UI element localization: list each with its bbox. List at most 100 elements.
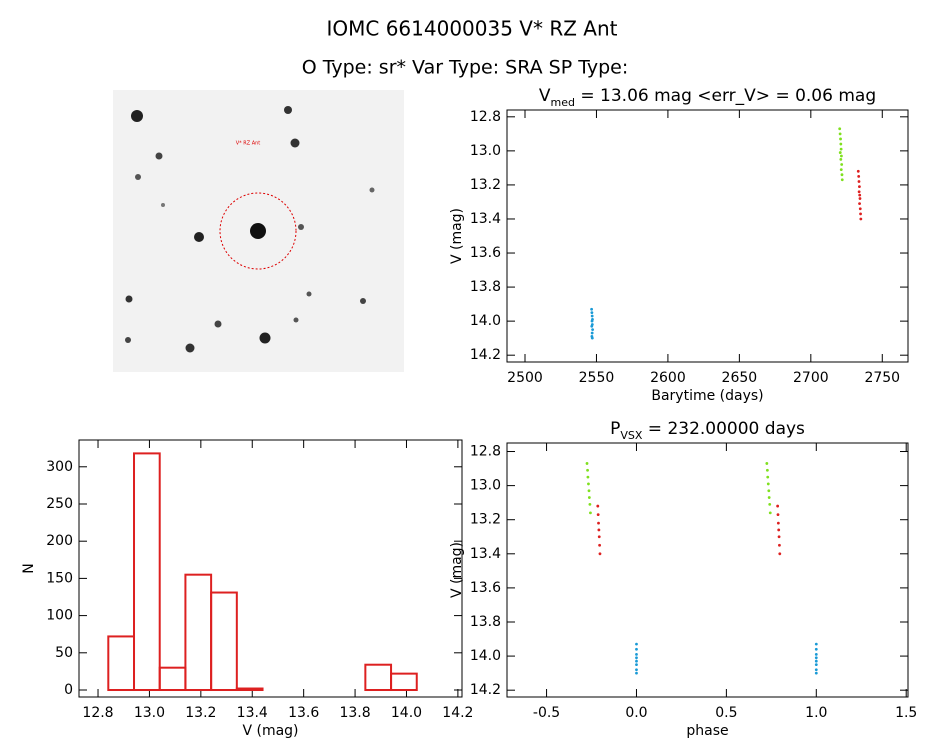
y-tick-label: 14.0 (470, 648, 501, 664)
point (635, 663, 638, 667)
target-label: V* RZ Ant (236, 141, 261, 147)
point (586, 468, 589, 472)
point (765, 462, 769, 465)
x-tick-label: 2550 (579, 370, 615, 386)
y-tick-label: 250 (46, 496, 73, 512)
y-tick-label: 14.2 (470, 682, 501, 698)
x-tick-label: 1.5 (895, 705, 917, 721)
point (858, 197, 862, 200)
y-tick-label: 14.2 (470, 347, 501, 363)
point (859, 212, 862, 216)
point (776, 513, 780, 516)
point (859, 217, 863, 221)
point (814, 663, 818, 667)
point (588, 502, 592, 506)
point (766, 475, 770, 479)
star (161, 203, 165, 207)
point (814, 642, 818, 646)
point (857, 180, 861, 183)
star (360, 298, 366, 304)
point (587, 489, 591, 493)
point (590, 319, 594, 323)
star (290, 138, 300, 148)
bar (364, 663, 393, 692)
star (284, 106, 292, 114)
star (131, 110, 143, 122)
point (765, 468, 769, 472)
star (250, 223, 266, 239)
y-tick-label: 13.6 (470, 245, 501, 261)
point (839, 157, 843, 161)
star (259, 332, 271, 344)
point (590, 314, 594, 318)
x-tick-label: 13.6 (288, 705, 319, 721)
point (590, 311, 594, 315)
point (858, 185, 861, 189)
point (587, 496, 591, 499)
point (767, 496, 771, 499)
bar (158, 666, 187, 692)
y-tick-label: 13.0 (470, 143, 501, 159)
point (839, 142, 843, 146)
page-subtitle: O Type: sr* Var Type: SRA SP Type: (302, 57, 629, 79)
y-tick-label: 13.0 (470, 478, 501, 494)
point (776, 521, 780, 525)
point (589, 511, 592, 515)
star (125, 295, 133, 303)
point (598, 552, 602, 556)
title-part: VSX (620, 429, 643, 442)
x-tick-label: -0.5 (533, 705, 560, 721)
point (635, 659, 638, 663)
title-part: = 13.06 mag <err_V> = 0.06 mag (575, 86, 876, 106)
bar (184, 573, 213, 692)
x-tick-label: 2600 (650, 370, 686, 386)
point (839, 147, 843, 151)
point (768, 502, 772, 506)
x-tick-label: 0.5 (715, 705, 737, 721)
point (585, 462, 589, 465)
point (635, 656, 638, 660)
title-part: V (539, 86, 551, 106)
y-tick-label: 12.8 (470, 109, 501, 125)
x-tick-label: 13.2 (185, 705, 216, 721)
y-axis-label: N (21, 563, 37, 573)
point (596, 504, 600, 508)
point (839, 168, 843, 171)
star (369, 187, 375, 193)
point (597, 528, 601, 532)
chart-title: PVSX = 232.00000 days (610, 419, 805, 442)
point (840, 163, 844, 166)
point (590, 324, 594, 328)
point (597, 521, 600, 525)
point (840, 178, 844, 182)
title-part: P (610, 419, 620, 439)
point (858, 207, 862, 211)
star (214, 320, 222, 328)
point (814, 668, 818, 672)
y-tick-label: 12.8 (470, 444, 501, 460)
star (293, 317, 299, 323)
y-tick-label: 50 (55, 645, 73, 661)
x-tick-label: 2700 (793, 370, 829, 386)
y-tick-label: 100 (46, 608, 73, 624)
point (586, 475, 590, 479)
point (838, 151, 842, 154)
page-title: IOMC 6614000035 V* RZ Ant (326, 17, 617, 41)
star (185, 343, 195, 353)
point (635, 668, 638, 672)
y-tick-label: 13.2 (470, 512, 501, 528)
x-tick-label: 2650 (722, 370, 758, 386)
x-tick-label: 12.8 (82, 705, 113, 721)
x-axis-label: V (mag) (242, 723, 298, 739)
y-tick-label: 14.0 (470, 313, 501, 329)
x-tick-label: 14.0 (391, 705, 422, 721)
y-tick-label: 0 (64, 682, 73, 698)
star (194, 232, 204, 242)
point (777, 528, 781, 532)
title-part: med (551, 96, 575, 109)
y-tick-label: 13.8 (470, 279, 501, 295)
x-tick-label: 13.8 (339, 705, 370, 721)
x-tick-label: 0.0 (625, 705, 647, 721)
point (814, 652, 818, 656)
y-axis-label: V (mag) (449, 542, 465, 598)
